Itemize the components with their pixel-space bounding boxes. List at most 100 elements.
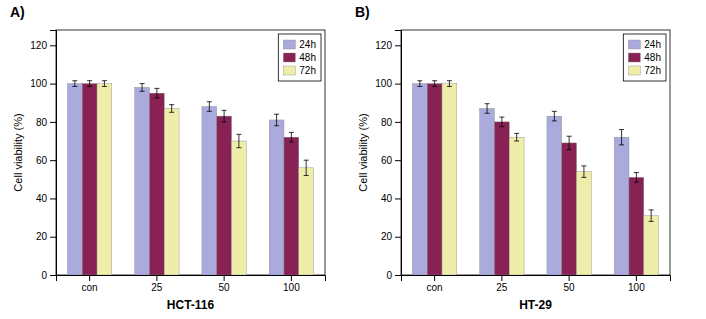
error-bar — [514, 133, 519, 141]
y-tick-label: 60 — [381, 155, 393, 166]
error-bar — [236, 134, 241, 147]
y-tick-mark — [395, 275, 401, 276]
x-axis: con2550100 — [57, 275, 326, 293]
y-tick: 120 — [30, 40, 56, 51]
x-axis: con 25 50 100 — [402, 275, 671, 293]
x-axis-title: HT-29 — [519, 298, 552, 312]
plot-frame — [56, 30, 325, 275]
bar — [82, 84, 97, 275]
x-tick-mark — [224, 275, 225, 281]
figure: 0 20 40 60 80 100 120 con 25 50 100 HCT-116 Cell via… — [0, 0, 706, 319]
y-tick-mark — [50, 237, 56, 238]
x-axis-line — [57, 276, 326, 282]
bar — [202, 107, 217, 275]
y-axis-title: Cell viability (%) — [12, 113, 24, 191]
legend-box — [623, 34, 666, 81]
bar — [547, 116, 562, 275]
bar — [284, 137, 299, 275]
legend-label: 48h — [299, 52, 316, 63]
y-tick-label: 40 — [36, 193, 48, 204]
y-axis: 020406080100120 — [375, 31, 401, 281]
x-tick: 25 — [496, 275, 508, 293]
y-tick: 80 — [381, 117, 401, 128]
legend-box — [278, 34, 321, 81]
error-bar — [649, 210, 654, 221]
error-bar — [72, 81, 77, 87]
y-tick-label: 80 — [36, 117, 48, 128]
y-tick: 0 — [386, 270, 401, 281]
y-tick-label: 40 — [381, 193, 393, 204]
y-tick: 20 — [36, 231, 56, 242]
y-tick-mark — [50, 198, 56, 199]
x-tick: 50 — [564, 275, 576, 293]
bar — [232, 141, 247, 275]
y-tick-mark — [395, 84, 401, 85]
y-tick-label: 0 — [386, 270, 392, 281]
legend-label: 72h — [299, 65, 316, 76]
bar — [149, 93, 164, 275]
bar — [442, 84, 457, 275]
error-bar — [274, 114, 279, 125]
x-tick-label: 100 — [628, 282, 645, 293]
x-axis-line — [402, 276, 671, 282]
error-bar — [417, 81, 422, 87]
error-bar — [567, 136, 572, 149]
x-tick-mark — [89, 275, 90, 281]
error-bar — [169, 105, 174, 113]
legend: 24h48h72h — [623, 34, 666, 81]
bar — [427, 84, 442, 275]
bar — [67, 84, 82, 275]
x-axis-title: HCT-116 — [167, 298, 215, 312]
bar — [135, 87, 150, 275]
legend-swatch — [628, 53, 640, 62]
legend: 24h 48h 72h — [278, 34, 321, 81]
legend-item: 24h — [628, 39, 661, 50]
y-tick: 60 — [36, 155, 56, 166]
panel-label: B) — [355, 4, 370, 20]
y-tick-mark — [395, 237, 401, 238]
y-axis: 020406080100120 — [30, 31, 56, 281]
legend-item: 48h — [283, 52, 316, 63]
error-bar — [207, 102, 212, 112]
legend-swatch — [628, 66, 640, 75]
y-tick: 60 — [381, 155, 401, 166]
bar-series — [442, 81, 659, 275]
y-tick: 100 — [375, 78, 401, 89]
bar — [480, 108, 495, 275]
x-tick-mark — [291, 275, 292, 281]
bar — [299, 168, 314, 275]
bar — [562, 143, 577, 275]
error-bar — [222, 110, 227, 121]
error-bar — [485, 104, 490, 114]
error-bar — [447, 81, 452, 87]
legend-swatch — [283, 66, 295, 75]
x-tick-mark — [569, 275, 570, 281]
legend-label: 24h — [299, 39, 316, 50]
error-bar — [102, 81, 107, 87]
bar — [97, 84, 112, 275]
y-tick-mark — [50, 122, 56, 123]
y-tick: 80 — [36, 117, 56, 128]
y-tick-mark — [395, 160, 401, 161]
y-axis-title: Cell viability (%) — [357, 113, 369, 191]
y-tick-mark — [395, 198, 401, 199]
legend-label: 24h — [644, 39, 661, 50]
y-tick-mark — [50, 160, 56, 161]
legend-item: 24h — [283, 39, 316, 50]
error-bar — [289, 132, 294, 142]
legend-item: 48h — [628, 52, 661, 63]
y-tick: 40 — [36, 193, 56, 204]
bars — [412, 81, 658, 275]
y-tick-label: 0 — [41, 270, 47, 281]
error-bar — [154, 88, 159, 98]
bar-series — [97, 81, 314, 275]
y-tick-label: 20 — [36, 231, 48, 242]
bar — [614, 137, 629, 275]
x-tick-mark — [501, 275, 502, 281]
y-tick-mark — [50, 45, 56, 46]
x-tick: con — [427, 275, 443, 293]
error-bar — [87, 81, 92, 87]
y-tick-label: 100 — [375, 78, 392, 89]
panel: 020406080100120con2550100HT-29Cell viabi… — [357, 30, 671, 312]
y-tick-label: 20 — [381, 231, 393, 242]
